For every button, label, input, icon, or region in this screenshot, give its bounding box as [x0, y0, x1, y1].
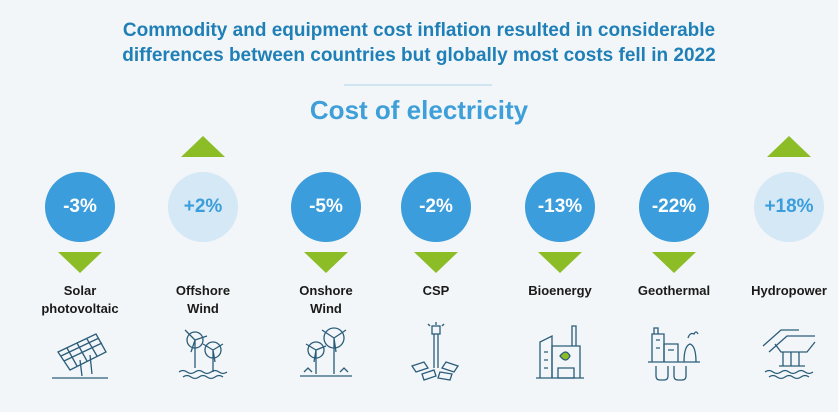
change-circle: -13% — [525, 172, 595, 242]
change-circle: -3% — [45, 172, 115, 242]
change-circle: -2% — [401, 172, 471, 242]
tech-hydropower: +18% Hydropower — [729, 0, 838, 412]
tech-offshore-wind: +2% Offshore Wind — [143, 0, 263, 412]
tech-label-line-1: Hydropower — [751, 283, 827, 298]
tech-solar-photovoltaic: -3% Solar photovoltaic — [20, 0, 140, 412]
tech-label-line-1: Offshore — [175, 283, 231, 298]
headline-line-2: differences between countries but global… — [122, 45, 716, 66]
headline-line-1: Commodity and equipment cost inflation r… — [122, 20, 716, 41]
increase-arrow-icon — [767, 136, 811, 157]
decrease-arrow-icon — [414, 252, 458, 273]
divider — [344, 84, 492, 86]
subtitle: Cost of electricity — [309, 95, 529, 125]
tech-label: Onshore Wind — [266, 282, 386, 318]
tech-label-line-1: Geothermal — [637, 283, 711, 298]
tech-label: Offshore Wind — [143, 282, 263, 318]
onshore-wind-icon — [296, 322, 356, 382]
csp-tower-icon — [406, 322, 466, 382]
tech-onshore-wind: -5% Onshore Wind — [266, 0, 386, 412]
solar-panel-icon — [50, 322, 110, 382]
tech-label-line-1: Onshore — [299, 283, 353, 298]
tech-label: Hydropower — [729, 282, 838, 300]
tech-label-line-1: Solar — [63, 283, 97, 298]
tech-label: CSP — [376, 282, 496, 300]
tech-label: Bioenergy — [500, 282, 620, 300]
change-circle: +18% — [754, 172, 824, 242]
tech-label: Solar photovoltaic — [20, 282, 140, 318]
change-circle: -22% — [639, 172, 709, 242]
decrease-arrow-icon — [652, 252, 696, 273]
tech-label-line-1: CSP — [422, 283, 450, 298]
increase-arrow-icon — [181, 136, 225, 157]
decrease-arrow-icon — [304, 252, 348, 273]
tech-geothermal: -22% Geothermal — [614, 0, 734, 412]
decrease-arrow-icon — [538, 252, 582, 273]
offshore-wind-icon — [173, 322, 233, 382]
geothermal-plant-icon — [644, 322, 704, 382]
tech-csp: -2% CSP — [376, 0, 496, 412]
tech-label-line-2: photovoltaic — [41, 301, 119, 316]
headline: Commodity and equipment cost inflation r… — [0, 18, 838, 68]
tech-bioenergy: -13% Bioenergy — [500, 0, 620, 412]
change-circle: -5% — [291, 172, 361, 242]
hydropower-dam-icon — [759, 322, 819, 382]
bioenergy-plant-icon — [530, 322, 590, 382]
tech-label-line-1: Bioenergy — [528, 283, 592, 298]
tech-label-line-2: Wind — [187, 301, 219, 316]
decrease-arrow-icon — [58, 252, 102, 273]
tech-label-line-2: Wind — [310, 301, 342, 316]
tech-label: Geothermal — [614, 282, 734, 300]
change-circle: +2% — [168, 172, 238, 242]
